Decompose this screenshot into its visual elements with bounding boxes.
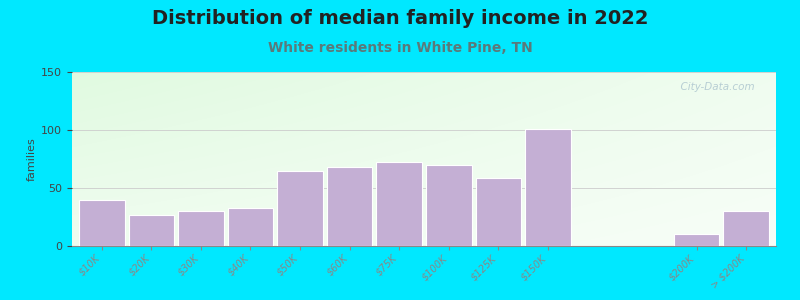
- Bar: [129, 215, 174, 246]
- Bar: [475, 178, 521, 246]
- Y-axis label: families: families: [27, 137, 37, 181]
- Bar: [327, 167, 373, 246]
- Bar: [79, 200, 125, 246]
- Bar: [426, 165, 471, 246]
- Text: White residents in White Pine, TN: White residents in White Pine, TN: [268, 40, 532, 55]
- Text: Distribution of median family income in 2022: Distribution of median family income in …: [152, 9, 648, 28]
- Bar: [377, 163, 422, 246]
- Bar: [178, 211, 224, 246]
- Text: City-Data.com: City-Data.com: [674, 82, 755, 92]
- Bar: [674, 234, 719, 246]
- Bar: [278, 171, 323, 246]
- Bar: [723, 211, 769, 246]
- Bar: [228, 208, 274, 246]
- Bar: [525, 129, 570, 246]
